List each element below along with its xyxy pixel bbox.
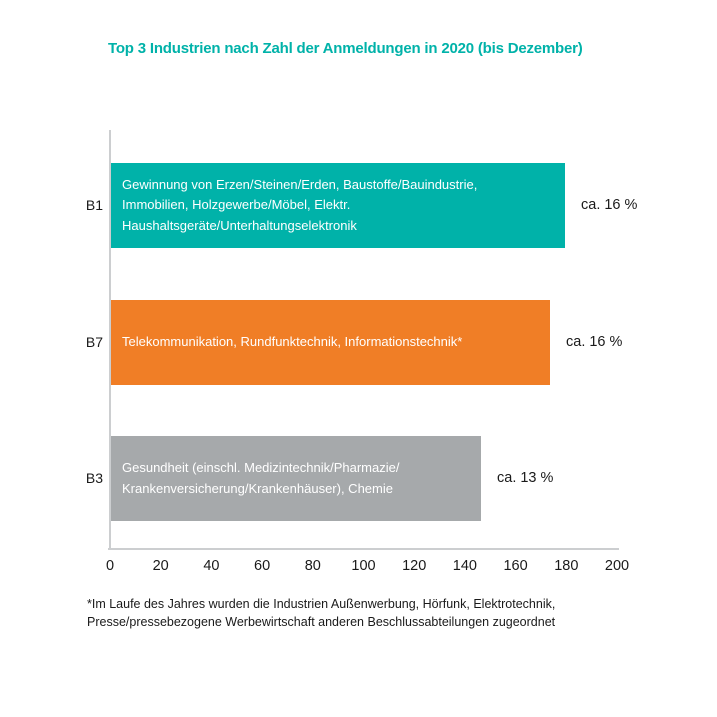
category-label-b7: B7 xyxy=(85,333,103,350)
footnote-line-1: *Im Laufe des Jahres wurden die Industri… xyxy=(87,597,556,611)
footnote: *Im Laufe des Jahres wurden die Industri… xyxy=(87,595,555,631)
bar-label-line: Immobilien, Holzgewerbe/Möbel, Elektr. xyxy=(122,197,351,213)
bar-label-line: Krankenversicherung/Krankenhäuser), Chem… xyxy=(122,480,393,496)
x-tick-0: 0 xyxy=(105,558,115,574)
bar-b1: Gewinnung von Erzen/Steinen/Erden, Baust… xyxy=(111,163,565,248)
bar-label-line: Gesundheit (einschl. Medizintechnik/Phar… xyxy=(122,460,400,476)
x-tick-60: 60 xyxy=(254,558,271,574)
x-tick-40: 40 xyxy=(203,558,220,574)
chart-title: Top 3 Industrien nach Zahl der Anmeldung… xyxy=(108,40,583,57)
chart-area: B1 Gewinnung von Erzen/Steinen/Erden, Bau… xyxy=(0,130,717,590)
x-axis-line xyxy=(108,548,619,550)
bar-b7: Telekommunikation, Rundfunktechnik, Info… xyxy=(111,300,550,385)
value-label-b1: ca. 16 % xyxy=(581,196,638,213)
x-tick-180: 180 xyxy=(554,558,579,574)
x-tick-120: 120 xyxy=(402,558,427,574)
bar-label-line: Gewinnung von Erzen/Steinen/Erden, Baust… xyxy=(122,177,478,193)
value-label-b3: ca. 13 % xyxy=(497,469,554,486)
category-label-b1: B1 xyxy=(85,196,103,213)
bar-label: Telekommunikation, Rundfunktechnik, Info… xyxy=(111,332,470,352)
x-tick-20: 20 xyxy=(152,558,169,574)
x-tick-160: 160 xyxy=(503,558,528,574)
x-tick-200: 200 xyxy=(604,558,630,574)
x-tick-140: 140 xyxy=(452,558,477,574)
bar-label: Gesundheit (einschl. Medizintechnik/Phar… xyxy=(111,458,407,498)
y-axis-line xyxy=(109,130,111,550)
value-label-b7: ca. 16 % xyxy=(566,333,623,350)
bar-label: Gewinnung von Erzen/Steinen/Erden, Baust… xyxy=(111,175,485,235)
bar-label-line: Telekommunikation, Rundfunktechnik, Info… xyxy=(122,334,463,350)
x-tick-100: 100 xyxy=(351,558,376,574)
footnote-line-2: Presse/pressebezogene Werbewirtschaft an… xyxy=(87,615,556,630)
bar-b3: Gesundheit (einschl. Medizintechnik/Phar… xyxy=(111,436,481,521)
category-label-b3: B3 xyxy=(85,469,103,486)
bar-label-line: Haushaltsgeräte/Unterhaltungselektronik xyxy=(122,217,357,233)
x-tick-80: 80 xyxy=(304,558,321,574)
